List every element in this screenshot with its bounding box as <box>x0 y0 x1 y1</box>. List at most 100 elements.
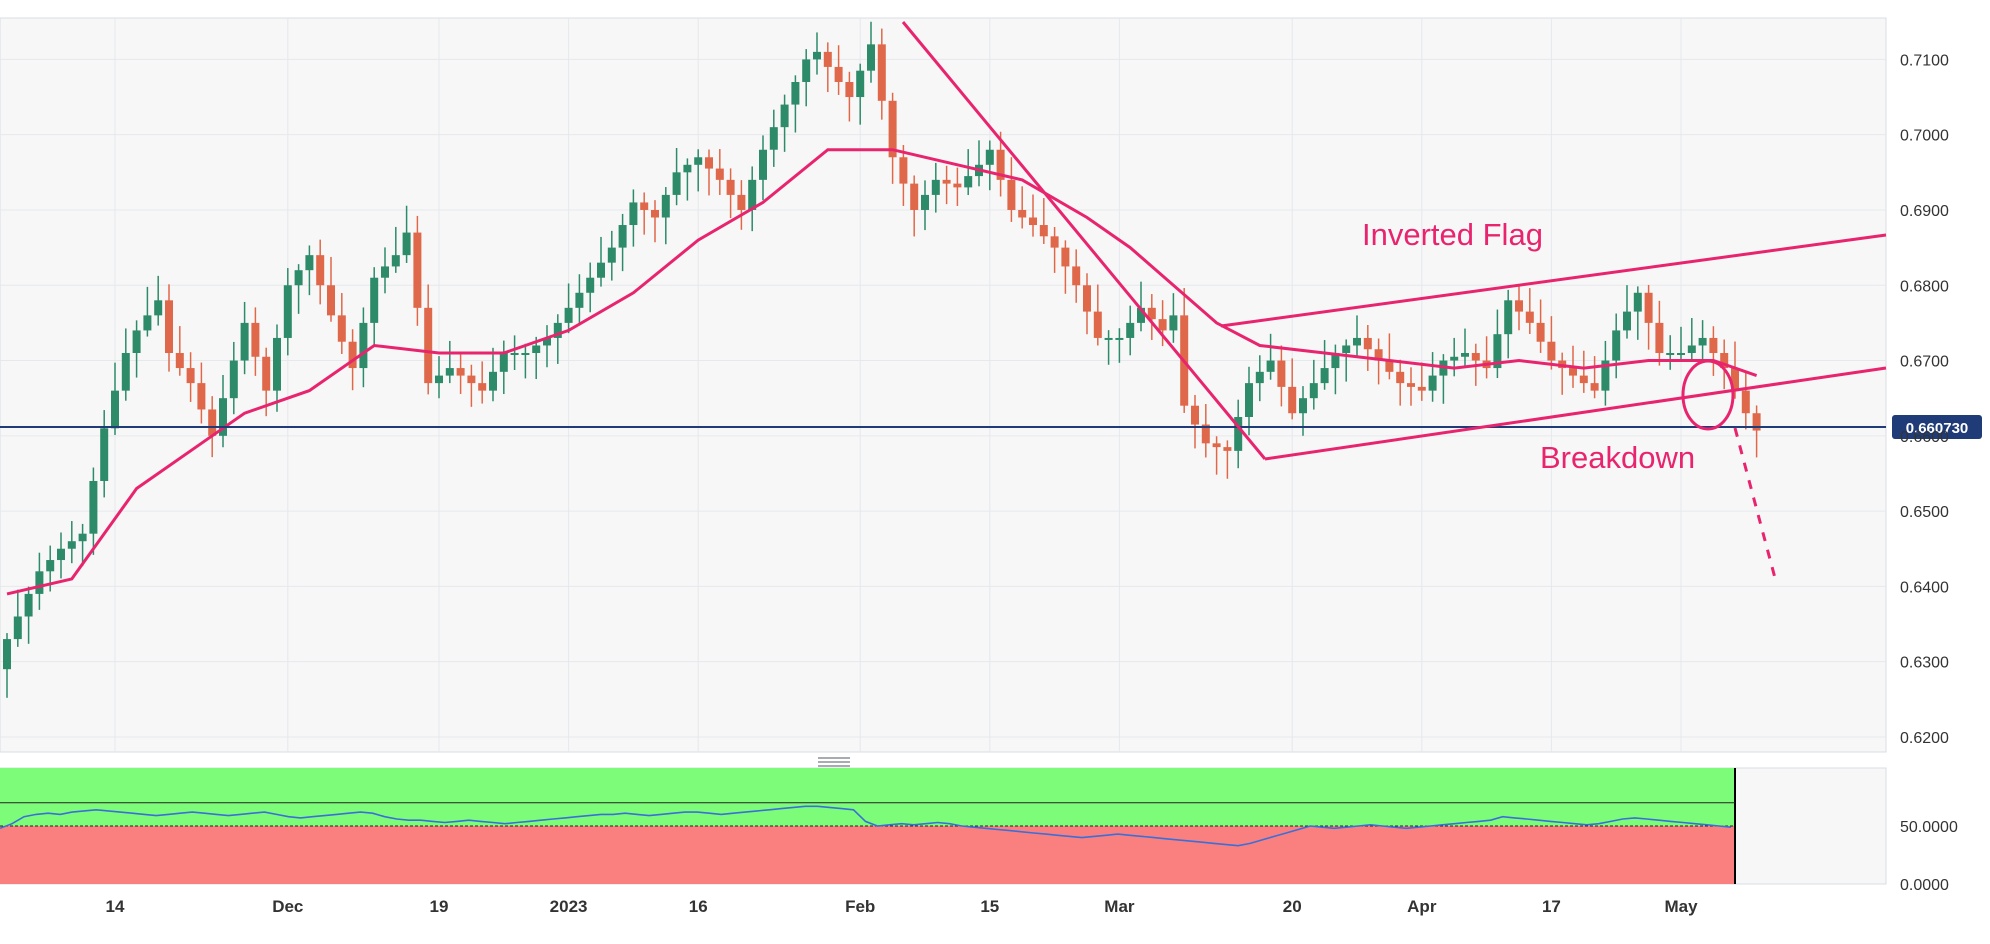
candle-body <box>910 183 919 210</box>
candle <box>953 167 962 206</box>
candle-body <box>672 172 681 195</box>
moving-average-layer <box>6 148 1758 596</box>
candle-body <box>651 209 659 218</box>
candle <box>1385 333 1394 380</box>
price-tick-label: 0.6900 <box>1900 203 1949 220</box>
candle <box>726 168 735 219</box>
candle <box>1536 299 1545 353</box>
candle-body <box>1450 356 1459 361</box>
candle-body <box>1471 353 1480 361</box>
candle-body <box>1266 360 1275 372</box>
candle-body <box>251 322 260 357</box>
candle-body <box>521 353 530 356</box>
candle <box>499 340 508 395</box>
candle-body <box>888 100 897 158</box>
panel-resize-handle[interactable] <box>818 757 850 767</box>
candle-body <box>1407 383 1415 387</box>
candle <box>273 324 281 412</box>
oscillator-line <box>0 805 1732 847</box>
candle-body <box>748 179 757 210</box>
candle-body <box>1493 334 1502 369</box>
candle <box>1579 350 1588 393</box>
candle-body <box>154 300 163 316</box>
candle-body <box>1169 315 1178 331</box>
flag-lower-line <box>1264 366 1887 461</box>
candle-body <box>456 368 465 376</box>
candle-body <box>348 341 357 369</box>
candle-body <box>1201 424 1210 444</box>
price-gridlines <box>0 18 1886 752</box>
candle <box>1223 440 1232 479</box>
candle-body <box>726 179 735 195</box>
candle-body <box>1331 353 1340 369</box>
candle-body <box>273 337 281 391</box>
candle <box>1126 305 1135 356</box>
candle <box>856 63 865 125</box>
candle-body <box>543 337 551 346</box>
candle <box>694 149 703 192</box>
candle <box>640 192 649 235</box>
candle-body <box>737 194 746 210</box>
inverted-flag-label: Inverted Flag <box>1362 217 1543 252</box>
candle <box>780 94 789 152</box>
oscillator-levels <box>0 802 1735 827</box>
price-tick-label: 0.6700 <box>1900 354 1949 371</box>
candle <box>1266 333 1275 380</box>
candle-body <box>1601 360 1610 391</box>
candle-body <box>1396 371 1405 384</box>
candle-body <box>1579 375 1588 384</box>
candle <box>35 552 44 610</box>
candle-body <box>1309 383 1318 399</box>
price-tick-label: 0.6600 <box>1900 429 1949 446</box>
candle-body <box>985 149 994 165</box>
candle <box>1504 289 1513 359</box>
candle <box>802 49 811 107</box>
candle <box>1050 226 1059 273</box>
candle <box>197 362 206 424</box>
price-y-axis: 0.6200 0.6300 0.6400 0.6500 0.6600 0.6700 0.68… <box>1900 52 1949 747</box>
candle <box>629 189 638 247</box>
candle-body <box>111 390 119 429</box>
candle <box>759 135 767 201</box>
candle-body <box>640 202 649 210</box>
candle-body <box>67 541 76 549</box>
candle <box>294 264 303 314</box>
candle-body <box>823 51 832 67</box>
candle <box>553 314 562 364</box>
candle <box>1245 366 1253 436</box>
candle-body <box>435 375 443 384</box>
candle <box>791 75 800 133</box>
price-tick-label: 0.7100 <box>1900 52 1949 69</box>
candle-body <box>24 593 33 617</box>
candle <box>251 307 260 376</box>
candle-body <box>208 409 217 436</box>
candle <box>661 187 670 245</box>
candle-body <box>1590 383 1599 391</box>
candle <box>359 307 368 388</box>
time-tick-label: Feb <box>845 897 875 916</box>
price-tick-label: 0.6400 <box>1900 579 1949 596</box>
candle-body <box>1461 353 1469 357</box>
candle-body <box>391 255 400 267</box>
candle-body <box>499 353 508 372</box>
candle-body <box>931 179 940 195</box>
candle <box>1752 405 1761 458</box>
candle <box>478 361 487 404</box>
candle <box>618 213 627 272</box>
candle-body <box>1720 353 1729 369</box>
candle <box>1007 157 1016 222</box>
candle <box>1137 281 1145 332</box>
candle <box>370 267 379 347</box>
candle-body <box>294 270 303 286</box>
candle-body <box>35 571 44 594</box>
candle <box>1234 399 1243 469</box>
candle-body <box>586 277 595 293</box>
candle-body <box>1374 349 1383 361</box>
candle-body <box>1007 179 1016 210</box>
candle-body <box>1363 337 1372 350</box>
candle <box>337 293 346 354</box>
candle <box>1212 436 1221 475</box>
candle <box>1515 284 1523 331</box>
candle <box>489 347 497 402</box>
